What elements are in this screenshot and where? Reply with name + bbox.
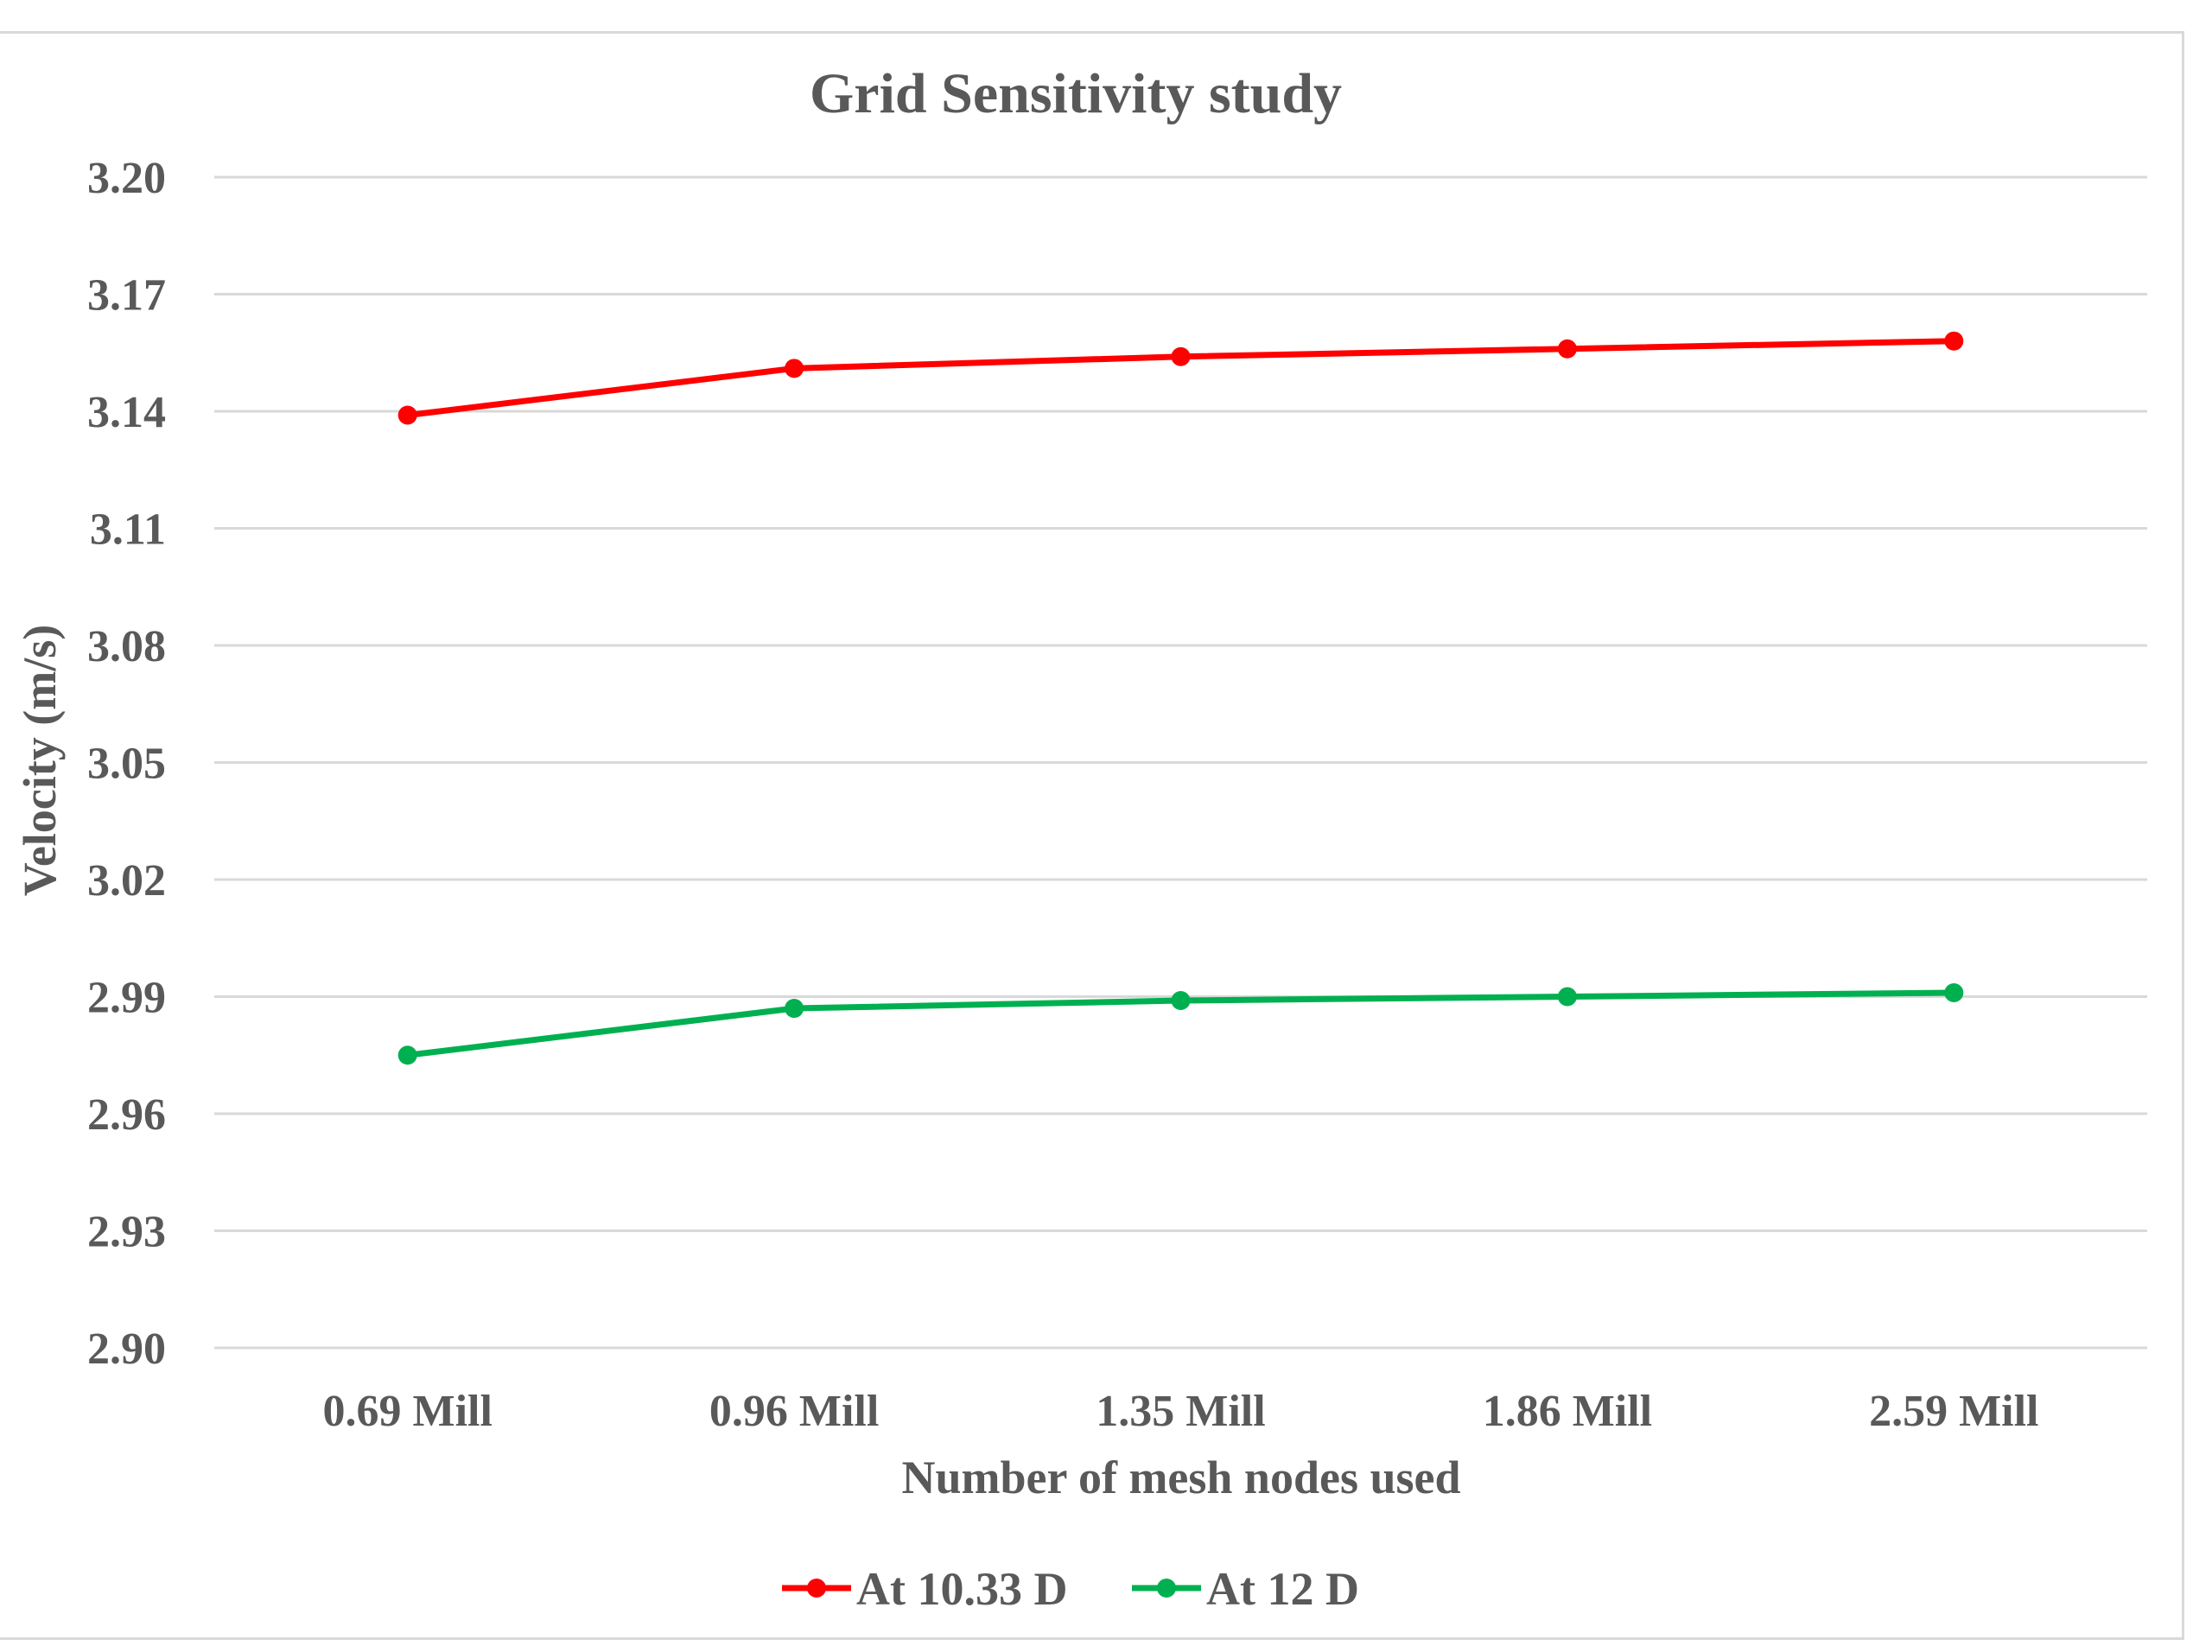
y-tick-label: 3.02 <box>87 856 166 905</box>
y-tick-label: 2.99 <box>87 974 166 1023</box>
x-tick-label: 0.69 Mill <box>322 1387 492 1436</box>
y-tick-label: 2.93 <box>87 1208 166 1257</box>
y-axis-ticks: 2.90 2.93 2.96 2.99 3.02 3.05 3.08 3.11 3.14 3.17… <box>87 154 166 1374</box>
chart-frame <box>0 31 2184 1640</box>
data-point <box>1944 982 1964 1002</box>
data-point <box>1557 339 1577 359</box>
legend-item: At 10.33 D <box>782 1563 1067 1615</box>
x-axis-title: Number of mesh nodes used <box>901 1452 1460 1503</box>
series-2 <box>397 982 1964 1065</box>
data-point <box>785 999 804 1019</box>
data-point <box>1557 987 1577 1007</box>
chart-title: Grid Sensitivity study <box>810 62 1342 125</box>
x-tick-label: 0.96 Mill <box>709 1387 879 1436</box>
legend: At 10.33 D At 12 D <box>782 1563 1359 1615</box>
y-tick-label: 3.20 <box>87 154 166 203</box>
legend-marker <box>1157 1579 1176 1598</box>
gridlines <box>214 175 2147 1350</box>
data-point <box>1171 346 1191 366</box>
series-1 <box>397 331 1964 425</box>
y-axis-title: Velocity (m/s) <box>14 625 66 896</box>
x-tick-label: 1.35 Mill <box>1096 1387 1265 1436</box>
legend-label: At 10.33 D <box>856 1563 1067 1615</box>
data-point <box>397 1045 417 1065</box>
legend-item: At 12 D <box>1132 1563 1359 1615</box>
y-tick-label: 3.05 <box>87 740 166 789</box>
x-tick-label: 2.59 Mill <box>1869 1387 2038 1436</box>
data-point <box>785 359 804 378</box>
y-tick-label: 2.96 <box>87 1090 166 1140</box>
legend-label: At 12 D <box>1206 1563 1359 1615</box>
y-tick-label: 2.90 <box>87 1325 166 1374</box>
series-layer <box>397 331 1964 1065</box>
data-point <box>1171 991 1191 1011</box>
x-tick-label: 1.86 Mill <box>1483 1387 1652 1436</box>
y-tick-label: 3.11 <box>90 505 166 555</box>
legend-marker <box>807 1579 826 1598</box>
y-tick-label: 3.08 <box>87 622 166 671</box>
data-point <box>1944 331 1964 351</box>
y-tick-label: 3.17 <box>87 271 166 321</box>
y-tick-label: 3.14 <box>87 388 166 437</box>
x-axis-ticks: 0.69 Mill 0.96 Mill 1.35 Mill 1.86 Mill 2.59… <box>322 1387 2038 1436</box>
data-point <box>397 405 417 425</box>
